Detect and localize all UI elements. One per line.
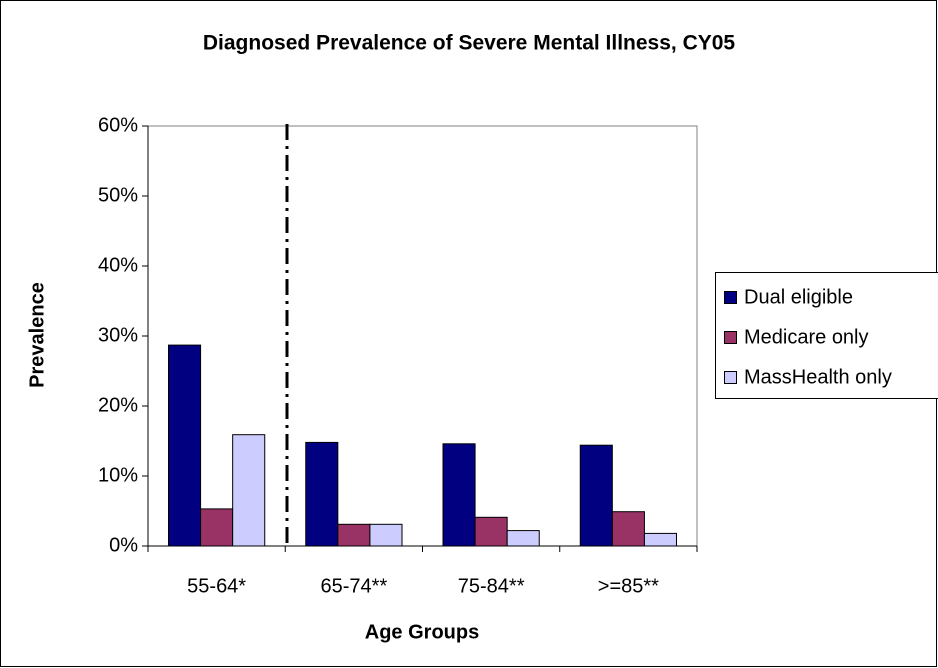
bar: [232, 434, 266, 547]
y-axis-label: Prevalence: [26, 282, 48, 388]
x-tick-label: >=85**: [598, 575, 659, 597]
y-tick-label: 20%: [98, 394, 138, 416]
bar: [168, 344, 202, 547]
y-tick-label: 0%: [109, 534, 138, 556]
y-tick-label: 50%: [98, 184, 138, 206]
legend-swatch: [724, 331, 737, 344]
x-tick-label: 65-74**: [321, 575, 388, 597]
bar: [611, 511, 645, 547]
legend-box: [715, 272, 938, 399]
bar: [369, 523, 403, 547]
bar: [506, 530, 540, 547]
bar: [579, 444, 613, 547]
legend-label: Medicare only: [744, 326, 869, 348]
x-axis-label: Age Groups: [365, 621, 479, 643]
y-tick-label: 40%: [98, 254, 138, 276]
y-tick-label: 30%: [98, 324, 138, 346]
chart-title: Diagnosed Prevalence of Severe Mental Il…: [203, 32, 736, 55]
y-tick-label: 10%: [98, 464, 138, 486]
y-tick-label: 60%: [98, 114, 138, 136]
legend-swatch: [724, 291, 737, 304]
bar: [442, 443, 476, 547]
x-tick-label: 55-64*: [187, 575, 246, 597]
bar: [474, 516, 508, 547]
plot-area: [147, 125, 698, 547]
bar: [337, 523, 371, 547]
x-tick-label: 75-84**: [458, 575, 525, 597]
bar: [305, 441, 339, 547]
bar: [200, 508, 234, 547]
bar: [643, 532, 678, 547]
legend-label: Dual eligible: [744, 286, 853, 308]
legend-label: MassHealth only: [744, 366, 892, 388]
legend-swatch: [724, 371, 737, 384]
